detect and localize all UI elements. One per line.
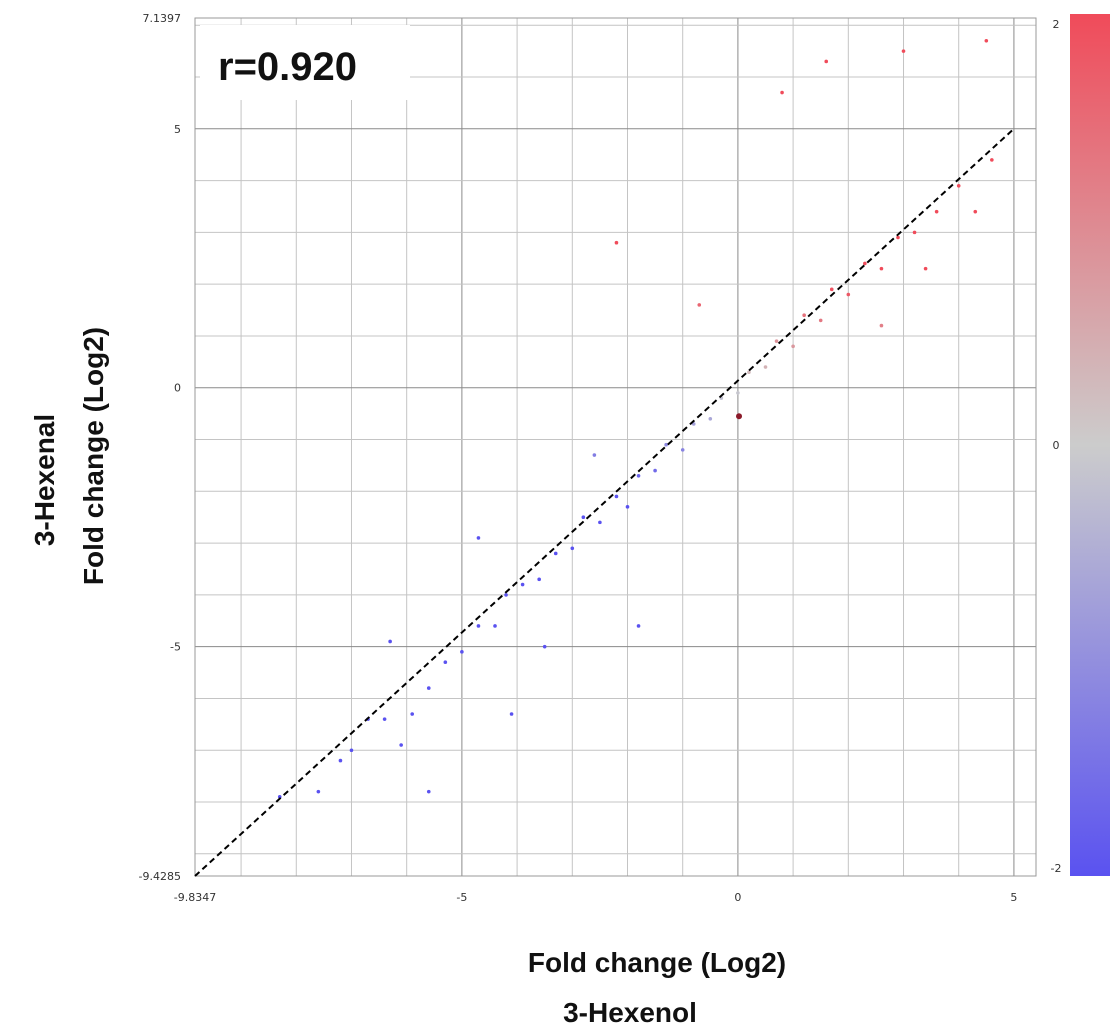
- data-point: [592, 453, 597, 457]
- plot-area: [194, 17, 1037, 877]
- y-axis-ticks: 7.1397 5 0 -5 -9.4285: [139, 12, 181, 883]
- data-point: [879, 323, 884, 328]
- data-point: [614, 240, 619, 245]
- correlation-label: r=0.920: [218, 45, 357, 89]
- data-point: [680, 448, 685, 452]
- data-point: [542, 644, 547, 649]
- y-tick-label: -9.4285: [139, 870, 181, 883]
- data-point: [598, 520, 602, 525]
- x-tick-label: -9.8347: [174, 891, 216, 904]
- y-tick-label: 7.1397: [143, 12, 182, 25]
- data-point: [780, 90, 784, 95]
- data-point: [846, 292, 851, 297]
- colorbar-tick-label: 0: [1053, 439, 1060, 452]
- data-point: [984, 38, 989, 43]
- colorbar-tick-label: 2: [1053, 18, 1060, 31]
- data-point: [934, 209, 939, 214]
- x-tick-label: 0: [734, 891, 741, 904]
- colorbar-ticks: 2 0 -2: [1051, 18, 1062, 875]
- data-point: [896, 235, 900, 240]
- data-point: [664, 442, 668, 447]
- x-axis-title: Fold change (Log2): [528, 947, 786, 978]
- y-axis-subtitle: 3-Hexenal: [29, 414, 60, 546]
- data-point: [879, 266, 884, 271]
- data-point: [791, 344, 795, 349]
- data-point: [923, 266, 928, 271]
- data-point: [553, 551, 558, 556]
- x-axis-ticks: -9.8347 -5 0 5: [174, 891, 1018, 904]
- data-point: [747, 370, 751, 375]
- data-point: [410, 712, 415, 716]
- data-point: [636, 473, 641, 478]
- data-point: [708, 417, 713, 421]
- annotation-box: [200, 25, 410, 100]
- data-point: [570, 546, 575, 551]
- data-point: [802, 313, 806, 318]
- y-tick-label: 0: [174, 382, 181, 395]
- y-tick-label: 5: [174, 123, 181, 136]
- data-point: [476, 624, 481, 628]
- data-point: [388, 639, 392, 644]
- data-point: [460, 650, 464, 654]
- highlighted-point: [736, 413, 743, 420]
- data-point: [537, 577, 541, 582]
- data-point: [520, 582, 525, 587]
- data-point: [824, 59, 829, 64]
- data-point: [973, 209, 978, 214]
- data-point: [443, 660, 448, 665]
- data-point: [509, 712, 514, 716]
- data-point: [349, 748, 354, 753]
- x-tick-label: -5: [456, 891, 467, 904]
- data-point: [818, 318, 823, 323]
- data-point: [581, 515, 586, 520]
- data-point: [763, 365, 768, 369]
- data-point: [653, 468, 657, 473]
- data-point: [504, 593, 508, 597]
- colorbar-tick-label: -2: [1051, 862, 1062, 875]
- data-point: [614, 494, 619, 499]
- data-points: [277, 38, 994, 799]
- data-point: [956, 183, 961, 188]
- identity-reference-line: [194, 128, 1015, 877]
- data-point: [901, 49, 906, 53]
- data-point: [636, 624, 641, 628]
- data-point: [829, 287, 834, 292]
- data-point: [736, 391, 740, 395]
- y-axis-title: Fold change (Log2): [78, 327, 109, 585]
- data-point: [990, 158, 994, 162]
- data-point: [493, 624, 497, 628]
- data-point: [774, 339, 779, 343]
- data-point: [476, 536, 481, 540]
- data-point: [382, 717, 387, 721]
- y-tick-label: -5: [170, 641, 181, 654]
- data-point: [863, 261, 867, 266]
- data-point: [697, 303, 702, 307]
- data-point: [399, 743, 403, 747]
- colorbar: [1070, 14, 1110, 876]
- grid: [195, 18, 1036, 876]
- x-tick-label: 5: [1010, 891, 1017, 904]
- data-point: [316, 789, 321, 794]
- x-axis-subtitle: 3-Hexenol: [563, 997, 697, 1028]
- data-point: [426, 686, 431, 690]
- data-point: [912, 230, 917, 235]
- data-point: [625, 505, 630, 509]
- data-point: [338, 758, 343, 763]
- data-point: [426, 789, 431, 794]
